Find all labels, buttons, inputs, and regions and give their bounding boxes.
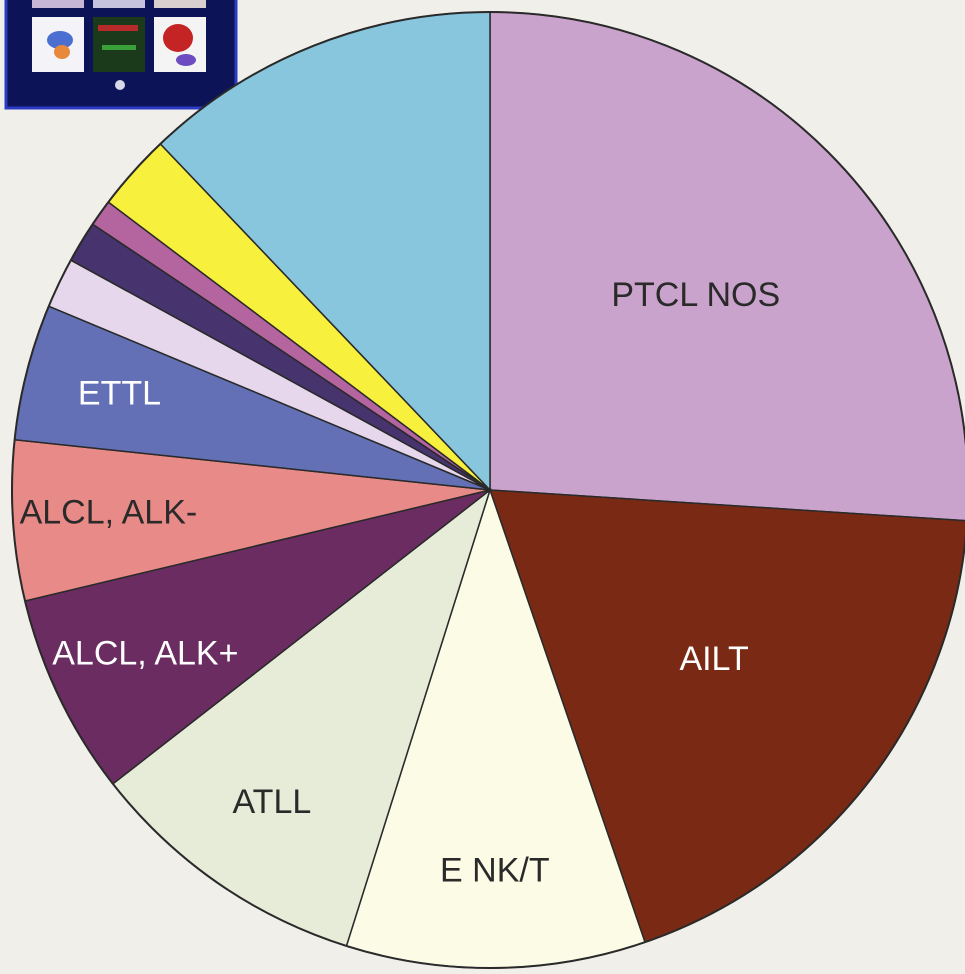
slice-label: ALCL, ALK+: [52, 635, 238, 673]
thumbnail-logo: [115, 80, 125, 90]
inset-thumbnail: [4, 0, 238, 110]
pie: [11, 11, 965, 969]
slice-label: ALCL, ALK-: [20, 494, 198, 532]
slice-label: ETTL: [78, 374, 161, 412]
slice-label: ATLL: [233, 783, 312, 821]
labels: PTCL NOS AILT E NK/T ATLL ALCL, ALK+ ALCL, AL…: [20, 276, 781, 889]
thumbnail-image: [93, 0, 145, 8]
thumbnail-shape: [98, 25, 138, 31]
thumbnail-shape: [176, 54, 196, 66]
thumbnail-image: [32, 0, 84, 8]
pie-outline: [11, 11, 965, 969]
thumbnail-shape: [102, 45, 136, 50]
thumbnail-shape: [47, 31, 73, 49]
slice-label: E NK/T: [440, 851, 550, 889]
thumbnail-image: [154, 0, 206, 8]
slice-label: AILT: [679, 640, 748, 678]
thumbnail-shape: [163, 24, 193, 52]
thumbnail-shape: [54, 45, 70, 59]
slice-label: PTCL NOS: [611, 276, 780, 314]
